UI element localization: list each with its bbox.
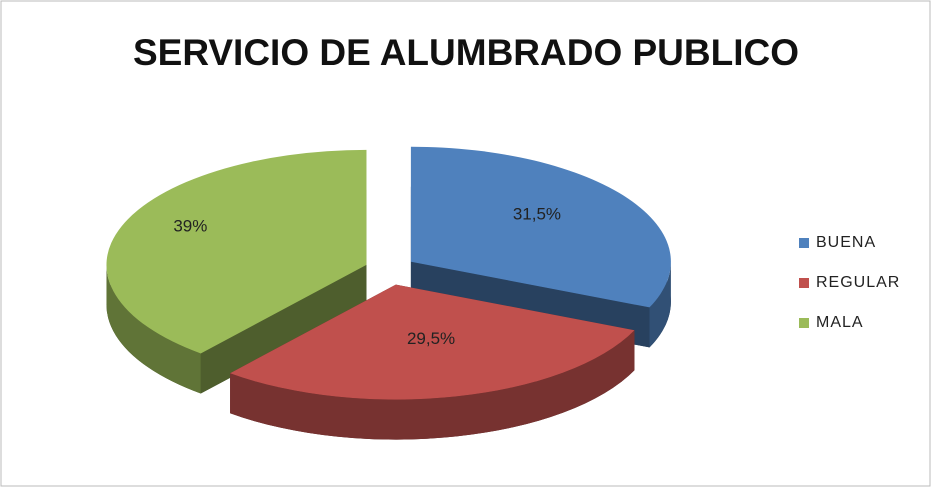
- legend-label: REGULAR: [816, 274, 900, 291]
- data-label: 39%: [173, 216, 207, 235]
- slice-outer-wall: [106, 264, 201, 394]
- slice-outer-wall: [230, 330, 635, 440]
- data-label: 29,5%: [407, 329, 455, 348]
- legend-swatch: [799, 278, 809, 288]
- slice: [410, 146, 671, 308]
- legend-swatch: [799, 318, 809, 328]
- slice-radial-wall: [200, 264, 367, 394]
- legend-swatch: [799, 238, 809, 248]
- data-label: 31,5%: [513, 205, 561, 224]
- slice: [106, 149, 367, 354]
- slice: [230, 284, 635, 400]
- chart-title: SERVICIO DE ALUMBRADO PUBLICO: [133, 32, 799, 73]
- slice-outer-wall: [649, 261, 671, 348]
- legend-label: MALA: [816, 314, 864, 331]
- legend-label: BUENA: [816, 234, 876, 251]
